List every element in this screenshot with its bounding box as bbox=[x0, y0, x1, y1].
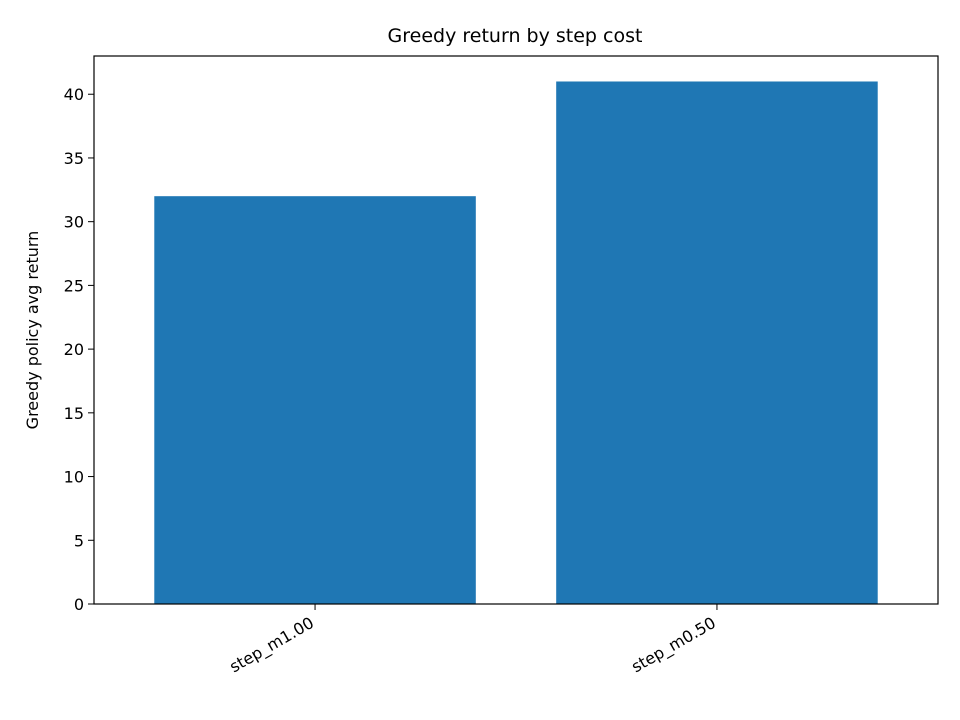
bar-step_m1.00 bbox=[154, 196, 476, 605]
y-axis-label: Greedy policy avg return bbox=[23, 231, 42, 430]
y-tick-label: 20 bbox=[64, 340, 84, 359]
y-tick-label: 35 bbox=[64, 149, 84, 168]
y-tick-label: 10 bbox=[64, 468, 84, 487]
y-tick-label: 15 bbox=[64, 404, 84, 423]
plot-area: step_m1.00 step_m0.50 0 5 10 15 20 25 30 35 40 bbox=[64, 55, 939, 677]
x-tick-label: step_m1.00 bbox=[226, 613, 317, 677]
y-tick-label: 5 bbox=[74, 531, 84, 550]
y-tick-label: 0 bbox=[74, 595, 84, 614]
y-tick-label: 30 bbox=[64, 213, 84, 232]
chart-title: Greedy return by step cost bbox=[388, 25, 643, 47]
x-tick-label: step_m0.50 bbox=[628, 613, 719, 677]
bar-step_m0.50 bbox=[556, 81, 878, 604]
axes-frame bbox=[93, 55, 939, 605]
y-tick-label: 25 bbox=[64, 276, 84, 295]
y-tick-label: 40 bbox=[64, 85, 84, 104]
